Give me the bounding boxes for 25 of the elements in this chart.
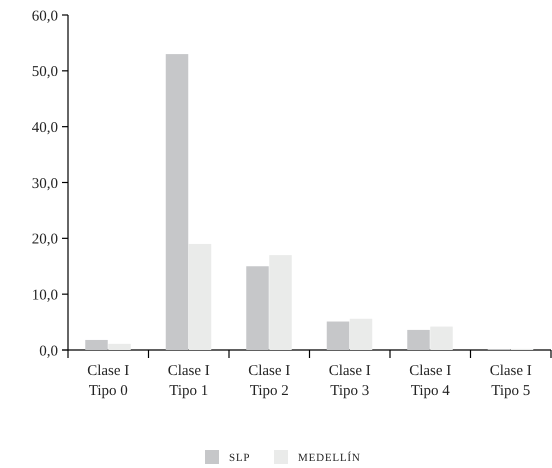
x-tick-label: Clase I Tipo 4 — [409, 363, 452, 399]
bar — [246, 266, 269, 350]
bar — [269, 255, 292, 350]
x-tick-label: Clase I Tipo 3 — [328, 363, 371, 399]
y-tick-label: 10,0 — [32, 287, 58, 304]
bar — [326, 322, 350, 350]
bar — [407, 330, 430, 350]
bar — [430, 326, 453, 350]
bar — [188, 244, 212, 350]
legend-label: MEDELLÍN — [298, 451, 361, 464]
y-tick-label: 40,0 — [32, 120, 58, 136]
bar — [108, 344, 131, 350]
y-tick-label: 20,0 — [32, 232, 58, 248]
x-tick-label: Clase I Tipo 5 — [490, 363, 532, 399]
y-tick-label: 30,0 — [32, 176, 58, 192]
y-tick-label: 60,0 — [32, 8, 58, 24]
x-tick-label: Clase I Tipo 0 — [87, 363, 130, 399]
x-tick-label: Clase I Tipo 1 — [168, 363, 210, 399]
bar — [166, 54, 188, 350]
x-tick-label: Clase I Tipo 2 — [248, 363, 290, 399]
legend-label: SLP — [229, 452, 250, 464]
bar — [350, 318, 372, 350]
y-tick-label: 0,0 — [39, 343, 58, 360]
bar — [85, 340, 108, 350]
y-tick-label: 50,0 — [32, 64, 58, 80]
